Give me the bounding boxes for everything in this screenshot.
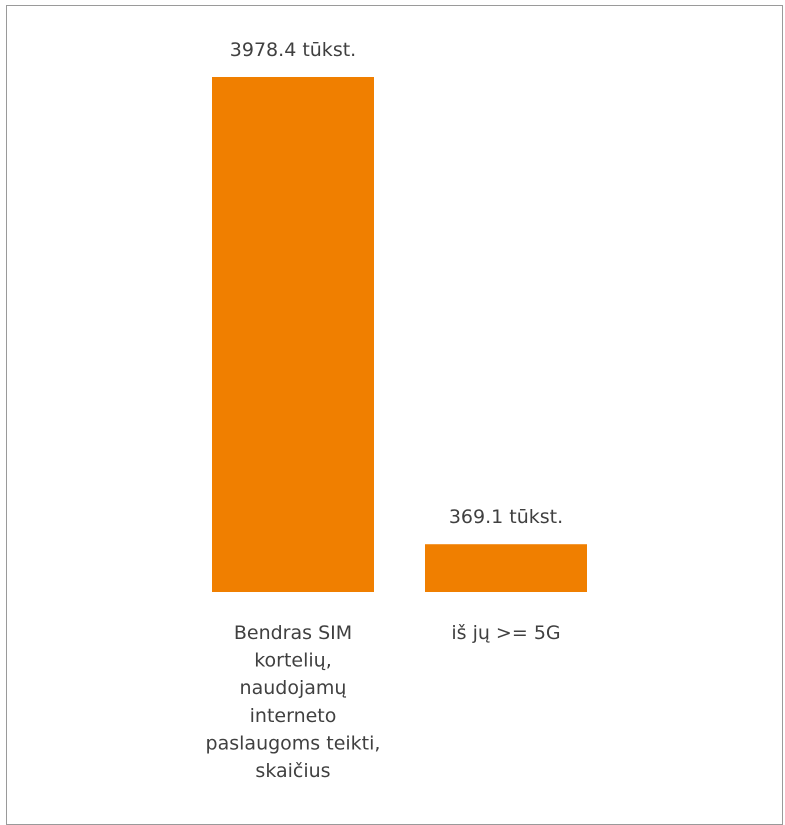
category-label-line: naudojamų [240, 677, 347, 699]
category-label-line: Bendras SIM [234, 622, 352, 644]
chart-frame [6, 5, 783, 825]
category-label-line: iš jų >= 5G [451, 622, 560, 644]
labels-layer: 3978.4 tūkst. Bendras SIM kortelių, naudoja… [206, 39, 564, 782]
category-label-line: skaičius [255, 760, 330, 782]
category-label-line: paslaugoms teikti, [206, 732, 381, 754]
bar-1 [425, 544, 587, 592]
data-label-0: 3978.4 tūkst. [230, 39, 356, 61]
data-label-1: 369.1 tūkst. [449, 506, 563, 528]
bars-layer [212, 77, 587, 592]
category-label-line: interneto [250, 705, 337, 727]
category-label-1: iš jų >= 5G [451, 622, 560, 644]
category-label-0: Bendras SIM kortelių, naudojamų interneto pa… [206, 622, 381, 782]
bar-0 [212, 77, 374, 592]
category-label-line: kortelių, [254, 650, 332, 672]
